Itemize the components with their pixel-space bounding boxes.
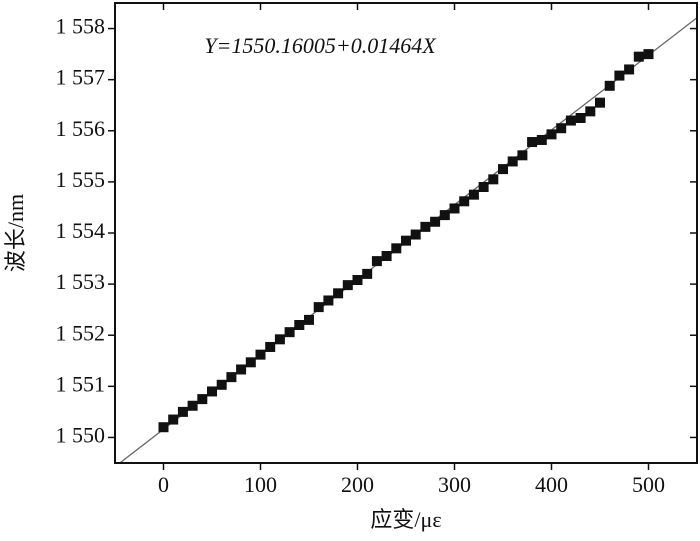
y-axis-label: 波长/nm (3, 194, 28, 272)
data-point (245, 357, 256, 368)
data-point (575, 113, 586, 123)
data-point (333, 288, 344, 299)
y-tick-label: 1 554 (56, 218, 106, 243)
data-point (556, 123, 567, 134)
data-point (410, 229, 421, 240)
data-point (546, 129, 557, 140)
plot-frame (114, 2, 698, 464)
data-point (168, 414, 179, 425)
data-point (643, 49, 654, 60)
data-point (236, 364, 247, 375)
data-point (158, 422, 169, 433)
data-point (391, 243, 402, 254)
data-point (362, 268, 373, 279)
data-point (536, 134, 547, 145)
data-point (342, 280, 353, 291)
data-point (216, 379, 227, 390)
y-tick-label: 1 557 (56, 65, 106, 90)
data-point (449, 203, 460, 214)
data-point (304, 314, 314, 325)
data-point (468, 189, 479, 200)
data-point (459, 196, 470, 207)
data-point (226, 372, 237, 383)
data-point (371, 256, 382, 267)
data-point (420, 221, 431, 232)
y-tick-label: 1 551 (56, 371, 106, 396)
data-point (207, 386, 217, 397)
data-point (624, 64, 635, 75)
y-tick-label: 1 550 (56, 422, 106, 447)
data-point (595, 97, 605, 108)
data-point (274, 334, 285, 345)
data-point (381, 251, 392, 261)
data-point (585, 106, 596, 117)
x-tick-label: 100 (244, 472, 277, 497)
x-tick-label: 200 (341, 472, 374, 497)
data-point (517, 150, 528, 161)
data-point (633, 51, 644, 62)
data-point (401, 235, 411, 246)
x-tick-label: 500 (632, 472, 665, 497)
y-tick-label: 1 555 (56, 167, 106, 192)
data-point (197, 394, 208, 405)
data-point (255, 349, 266, 360)
x-tick-label: 400 (535, 472, 568, 497)
y-tick-label: 1 553 (56, 269, 106, 294)
data-point (478, 182, 489, 192)
data-point (294, 320, 305, 330)
y-tick-label: 1 558 (56, 14, 106, 39)
data-point (565, 115, 576, 126)
data-point (313, 302, 324, 313)
x-axis-label: 应变/με (370, 507, 441, 532)
y-tick-label: 1 556 (56, 116, 106, 141)
data-point (498, 164, 508, 175)
x-tick-label: 0 (158, 472, 169, 497)
x-tick-label: 300 (438, 472, 471, 497)
y-tick-label: 1 552 (56, 320, 106, 345)
data-point (507, 156, 518, 167)
data-point (352, 275, 363, 286)
data-point (527, 137, 538, 148)
data-point (265, 341, 276, 352)
data-point (187, 400, 198, 411)
data-point (488, 174, 499, 185)
data-point (177, 406, 188, 417)
data-point (614, 70, 625, 81)
data-point (604, 80, 615, 91)
data-point (439, 210, 450, 221)
data-point (323, 295, 334, 306)
data-point (284, 327, 295, 338)
data-point (430, 216, 441, 227)
fit-equation: Y=1550.16005+0.01464X (204, 33, 437, 58)
